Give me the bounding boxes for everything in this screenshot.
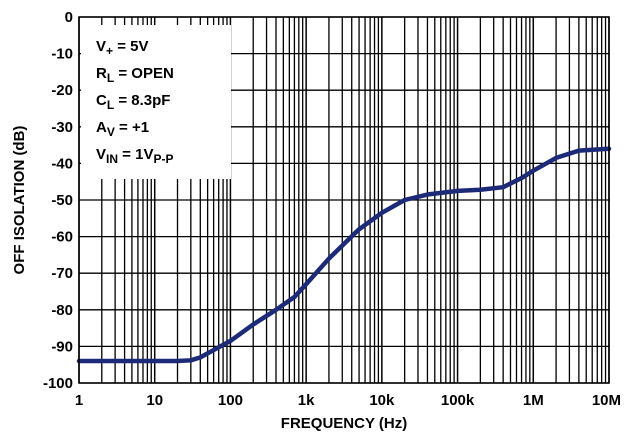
x-tick-labels: 1 10 100 1k 10k 100k 1M 10M	[75, 392, 621, 409]
x-tick-label: 10M	[592, 392, 621, 409]
condition-line: VIN = 1VP-P	[96, 146, 173, 166]
y-tick-label: 0	[65, 9, 73, 26]
y-axis-title: OFF ISOLATION (dB)	[11, 126, 28, 275]
x-tick-label: 10	[146, 392, 163, 409]
y-tick-label: -30	[51, 119, 73, 136]
y-tick-label: -60	[51, 229, 73, 246]
condition-line: CL = 8.3pF	[96, 92, 170, 112]
x-axis-title: FREQUENCY (Hz)	[281, 415, 407, 432]
y-tick-label: -40	[51, 155, 73, 172]
series-line	[76, 146, 612, 364]
x-tick-label: 100	[218, 392, 243, 409]
condition-line: V+ = 5V	[96, 38, 148, 58]
conditions-box	[81, 25, 231, 179]
y-tick-label: -10	[51, 46, 73, 63]
y-tick-label: -80	[51, 302, 73, 319]
condition-line: RL = OPEN	[96, 65, 174, 85]
y-tick-label: -50	[51, 192, 73, 209]
y-tick-label: -20	[51, 82, 73, 99]
test-conditions: V+ = 5V RL = OPEN CL = 8.3pF AV = +1 VIN = 1…	[96, 38, 174, 166]
plot-frame	[78, 16, 610, 384]
x-tick-label: 1k	[298, 392, 315, 409]
y-tick-label: -90	[51, 338, 73, 355]
x-tick-label: 100k	[441, 392, 475, 409]
x-tick-label: 1M	[523, 392, 544, 409]
x-tick-label: 10k	[369, 392, 395, 409]
y-tick-labels: 0 -10 -20 -30 -40 -50 -60 -70 -80 -90 -100	[43, 9, 73, 392]
condition-line: AV = +1	[96, 119, 149, 139]
x-tick-label: 1	[75, 392, 83, 409]
y-tick-label: -100	[43, 375, 73, 392]
y-tick-label: -70	[51, 265, 73, 282]
